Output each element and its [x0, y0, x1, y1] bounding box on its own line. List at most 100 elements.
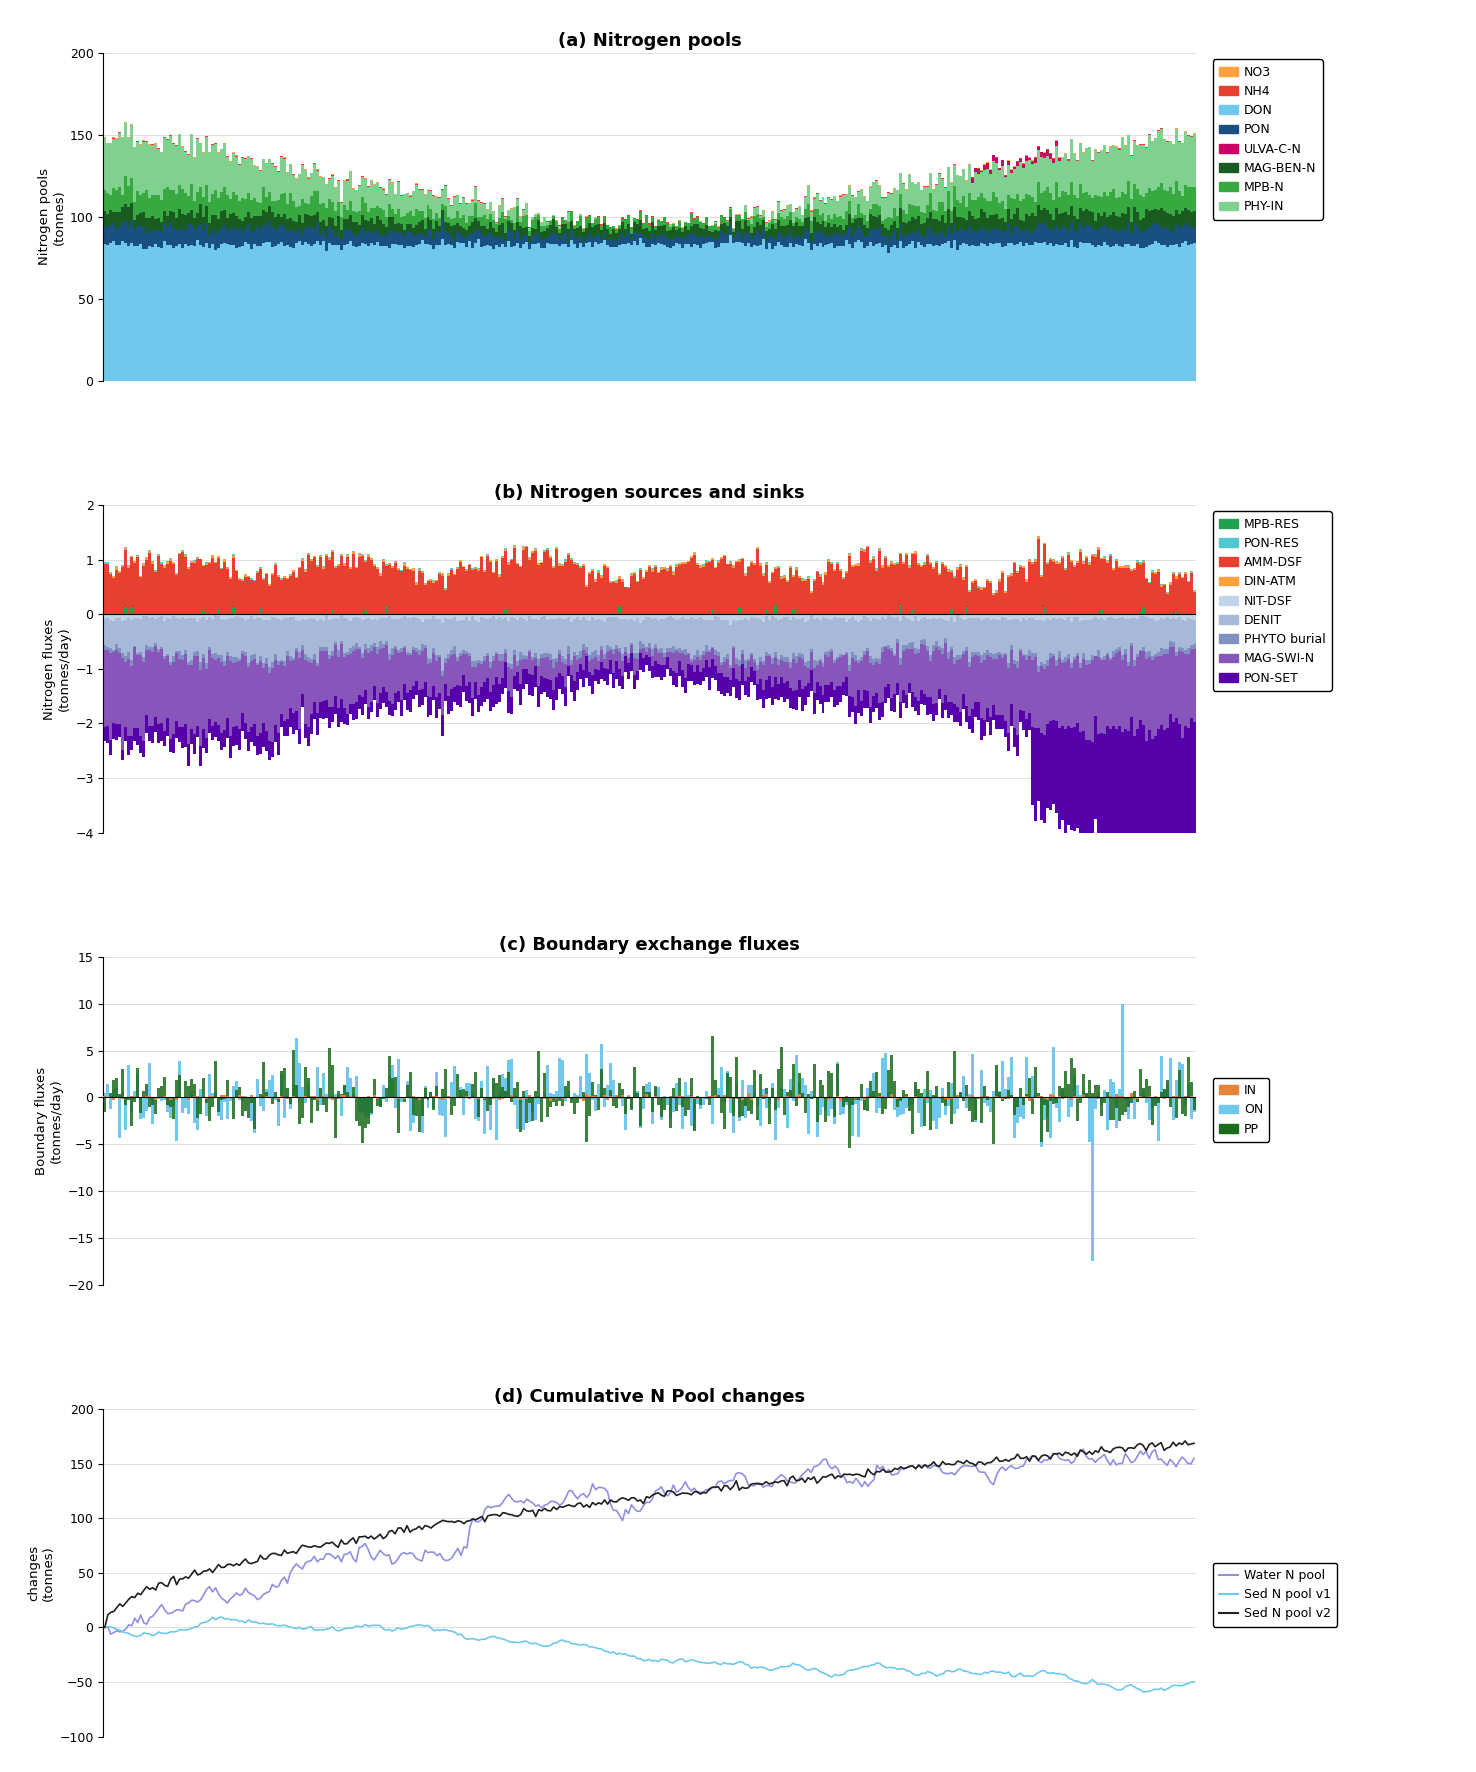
Bar: [732, 620, 735, 647]
Bar: [917, 1097, 920, 1113]
Bar: [959, 216, 962, 229]
Bar: [179, 650, 182, 659]
Bar: [304, 229, 307, 243]
Bar: [558, 246, 561, 381]
Bar: [1184, 650, 1187, 654]
Bar: [858, 239, 861, 381]
Bar: [618, 615, 621, 618]
Bar: [1064, 620, 1067, 657]
Bar: [627, 216, 630, 223]
Bar: [788, 668, 791, 688]
Bar: [579, 1076, 582, 1097]
Bar: [1184, 133, 1187, 184]
Bar: [292, 248, 295, 381]
Bar: [980, 620, 983, 656]
Bar: [528, 617, 531, 650]
Sed N pool v1: [96, 1616, 114, 1637]
Bar: [1082, 620, 1085, 652]
Bar: [648, 1083, 651, 1097]
Bar: [924, 223, 927, 237]
Bar: [645, 1092, 648, 1097]
Bar: [208, 152, 211, 202]
Bar: [1097, 245, 1100, 381]
Bar: [400, 618, 403, 649]
Bar: [1076, 723, 1079, 828]
Bar: [1097, 615, 1100, 618]
Bar: [1103, 1097, 1106, 1102]
Bar: [502, 223, 505, 236]
Bar: [945, 567, 948, 615]
Bar: [924, 615, 927, 617]
Bar: [680, 615, 683, 617]
Bar: [363, 615, 366, 618]
Bar: [1142, 1092, 1145, 1097]
Bar: [732, 229, 735, 232]
Bar: [1145, 147, 1148, 193]
Bar: [593, 579, 598, 581]
Bar: [342, 709, 345, 723]
Bar: [995, 229, 998, 243]
Bar: [1073, 195, 1076, 216]
Bar: [732, 649, 735, 668]
Bar: [520, 218, 523, 222]
Bar: [179, 727, 182, 742]
Bar: [1070, 663, 1073, 668]
Bar: [917, 563, 920, 565]
Bar: [840, 571, 843, 615]
Bar: [1126, 135, 1129, 181]
Bar: [112, 1079, 115, 1097]
Bar: [840, 686, 843, 702]
Bar: [517, 563, 520, 615]
Bar: [695, 618, 698, 650]
Bar: [711, 237, 714, 243]
Bar: [822, 615, 825, 617]
Bar: [540, 654, 543, 657]
Bar: [1142, 218, 1145, 232]
Bar: [241, 232, 244, 246]
Bar: [316, 666, 319, 714]
Bar: [831, 652, 834, 682]
Bar: [1181, 211, 1184, 225]
Bar: [942, 654, 945, 703]
Bar: [1041, 620, 1044, 663]
Bar: [989, 657, 992, 718]
Bar: [741, 1097, 744, 1116]
Bar: [109, 243, 112, 381]
Bar: [770, 223, 773, 237]
Bar: [493, 615, 496, 617]
Bar: [502, 654, 505, 661]
Bar: [1169, 1058, 1172, 1097]
Bar: [1058, 245, 1061, 381]
Bar: [1138, 565, 1142, 611]
Bar: [369, 243, 372, 381]
Bar: [598, 656, 601, 661]
Bar: [732, 565, 735, 567]
Bar: [477, 695, 480, 712]
Bar: [615, 617, 618, 645]
Bar: [800, 214, 803, 222]
Bar: [695, 1097, 698, 1104]
Bar: [1058, 161, 1061, 197]
Bar: [1024, 1056, 1027, 1097]
Bar: [797, 578, 800, 615]
Bar: [277, 1097, 280, 1127]
Bar: [1021, 246, 1024, 381]
Bar: [412, 246, 415, 381]
Bar: [1041, 578, 1044, 615]
Bar: [283, 661, 286, 666]
Bar: [726, 236, 729, 243]
Bar: [465, 1083, 468, 1097]
Bar: [211, 229, 214, 245]
Bar: [677, 245, 680, 381]
Bar: [1067, 727, 1070, 826]
Bar: [773, 615, 776, 618]
Bar: [511, 223, 514, 232]
Bar: [136, 615, 139, 618]
Line: Sed N pool v2: Sed N pool v2: [105, 1441, 1194, 1627]
Bar: [642, 576, 645, 579]
Bar: [421, 234, 424, 241]
Bar: [496, 654, 499, 677]
Bar: [409, 246, 412, 381]
Bar: [858, 563, 861, 565]
Bar: [689, 1077, 692, 1097]
